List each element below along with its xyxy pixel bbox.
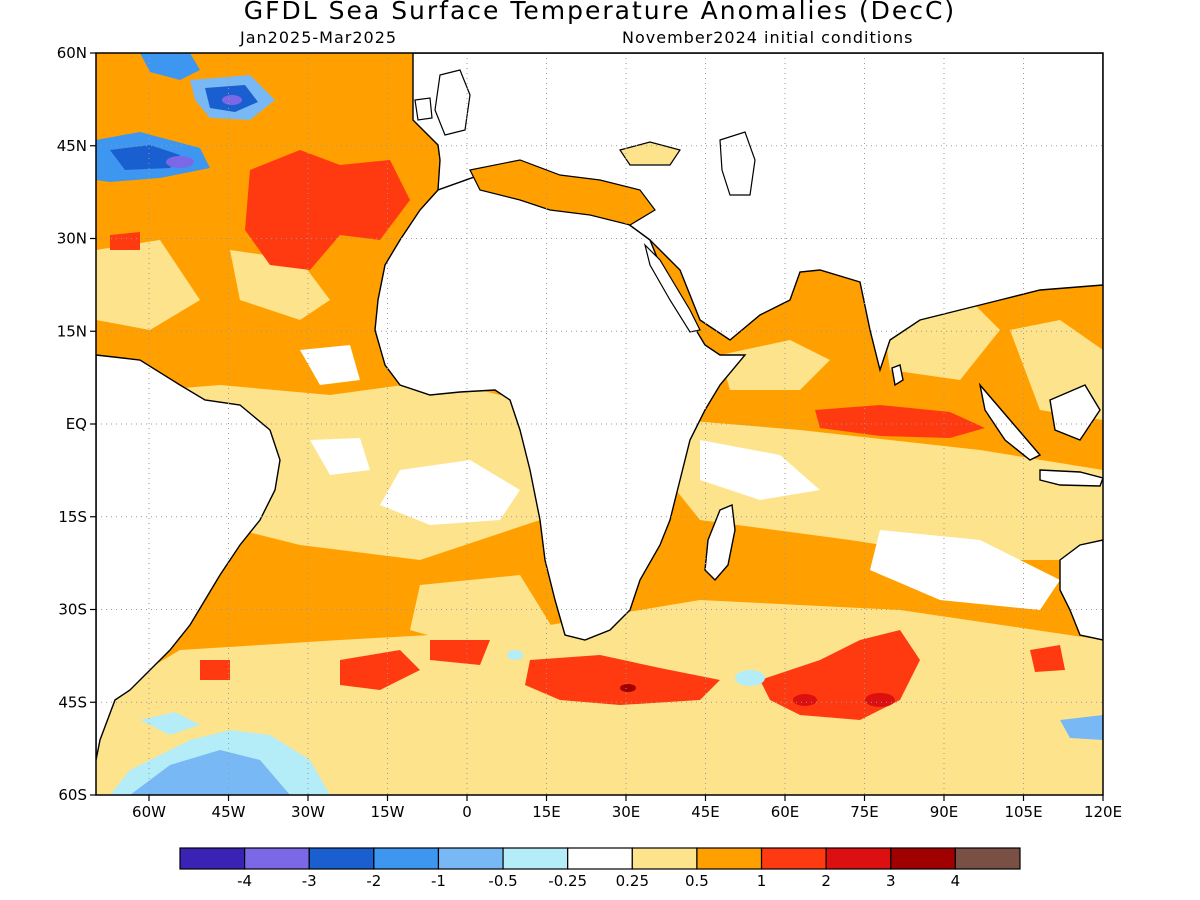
anomaly-strong-positive-spots — [620, 684, 895, 707]
lat-tick-label: 45S — [58, 693, 87, 711]
lon-tick-label: 120E — [1084, 803, 1122, 821]
land-masses — [96, 53, 1103, 761]
colorbar-label: 4 — [951, 872, 961, 890]
colorbar-label: -2 — [366, 872, 381, 890]
lat-tick-label: 60S — [58, 786, 87, 804]
lon-tick-label: 30E — [612, 803, 641, 821]
anomaly-field — [96, 53, 1103, 795]
colorbar-swatch — [244, 847, 310, 870]
lon-tick-label: 60W — [132, 803, 166, 821]
colorbar: -4 -3 -2 -1 -0.5 -0.25 0.25 0.5 1 2 3 4 — [179, 847, 1021, 890]
latitude-axis: 60N 45N 30N 15N EQ 15S 30S 45S 60S — [57, 44, 96, 804]
lat-tick-label: 45N — [57, 137, 87, 155]
colorbar-label: 3 — [886, 872, 896, 890]
colorbar-label: -4 — [237, 872, 252, 890]
colorbar-label: 0.25 — [616, 872, 649, 890]
lon-tick-label: 15E — [532, 803, 561, 821]
colorbar-swatch — [696, 847, 763, 870]
initial-conditions-label: November2024 initial conditions — [622, 28, 914, 47]
colorbar-swatch — [308, 847, 375, 870]
colorbar-swatch — [760, 847, 827, 870]
lon-tick-label: 90E — [930, 803, 959, 821]
anomaly-negative-southern-ocean — [110, 650, 1103, 795]
anomaly-negative-nw-atlantic — [96, 53, 275, 182]
colorbar-label: -0.25 — [548, 872, 587, 890]
colorbar-label: 2 — [821, 872, 831, 890]
lat-tick-label: 15S — [58, 508, 87, 526]
lat-tick-label: 30N — [57, 230, 87, 248]
colorbar-swatch — [437, 847, 504, 870]
colorbar-swatch — [825, 847, 892, 870]
colorbar-label: 0.5 — [685, 872, 709, 890]
colorbar-label: -3 — [302, 872, 317, 890]
colorbar-label: 1 — [757, 872, 767, 890]
colorbar-swatch — [179, 847, 246, 870]
lat-tick-label: 30S — [58, 601, 87, 619]
colorbar-label: -0.5 — [488, 872, 517, 890]
lon-tick-label: 0 — [462, 803, 472, 821]
lon-tick-label: 45E — [691, 803, 720, 821]
lon-tick-label: 15W — [371, 803, 405, 821]
inland-seas — [469, 131, 756, 333]
lat-tick-label: EQ — [66, 415, 87, 433]
lon-tick-label: 105E — [1004, 803, 1042, 821]
colorbar-swatch — [890, 847, 956, 870]
colorbar-swatch — [567, 847, 633, 870]
lon-tick-label: 30W — [291, 803, 325, 821]
lat-tick-label: 15N — [57, 322, 87, 340]
graticule — [96, 53, 1103, 795]
british-isles — [414, 69, 471, 136]
colorbar-label: -1 — [431, 872, 446, 890]
colorbar-swatch — [954, 847, 1021, 870]
colorbar-swatch — [502, 847, 569, 870]
colorbar-swatch — [631, 847, 698, 870]
map-title: GFDL Sea Surface Temperature Anomalies (… — [243, 0, 957, 25]
lon-tick-label: 60E — [771, 803, 800, 821]
colorbar-swatch — [373, 847, 440, 870]
longitude-axis: 60W 45W 30W 15W 0 15E 30E 45E 60E 75E 90E 105E 120E — [132, 795, 1122, 821]
lon-tick-label: 75E — [850, 803, 879, 821]
lon-tick-label: 45W — [212, 803, 246, 821]
lat-tick-label: 60N — [57, 44, 87, 62]
anomaly-neutral-zones — [300, 345, 1060, 610]
forecast-period-label: Jan2025-Mar2025 — [240, 28, 398, 47]
